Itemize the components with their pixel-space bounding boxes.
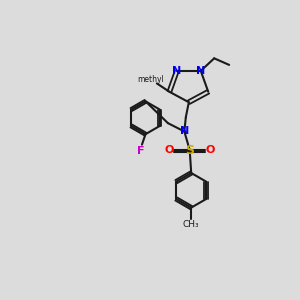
Text: methyl: methyl <box>137 75 164 84</box>
Text: N: N <box>172 66 182 76</box>
Text: S: S <box>185 143 194 157</box>
Text: N: N <box>196 66 206 76</box>
Text: O: O <box>206 145 215 155</box>
Text: CH₃: CH₃ <box>183 220 200 230</box>
Text: N: N <box>180 127 189 136</box>
Text: F: F <box>137 146 145 156</box>
Text: O: O <box>164 145 173 155</box>
